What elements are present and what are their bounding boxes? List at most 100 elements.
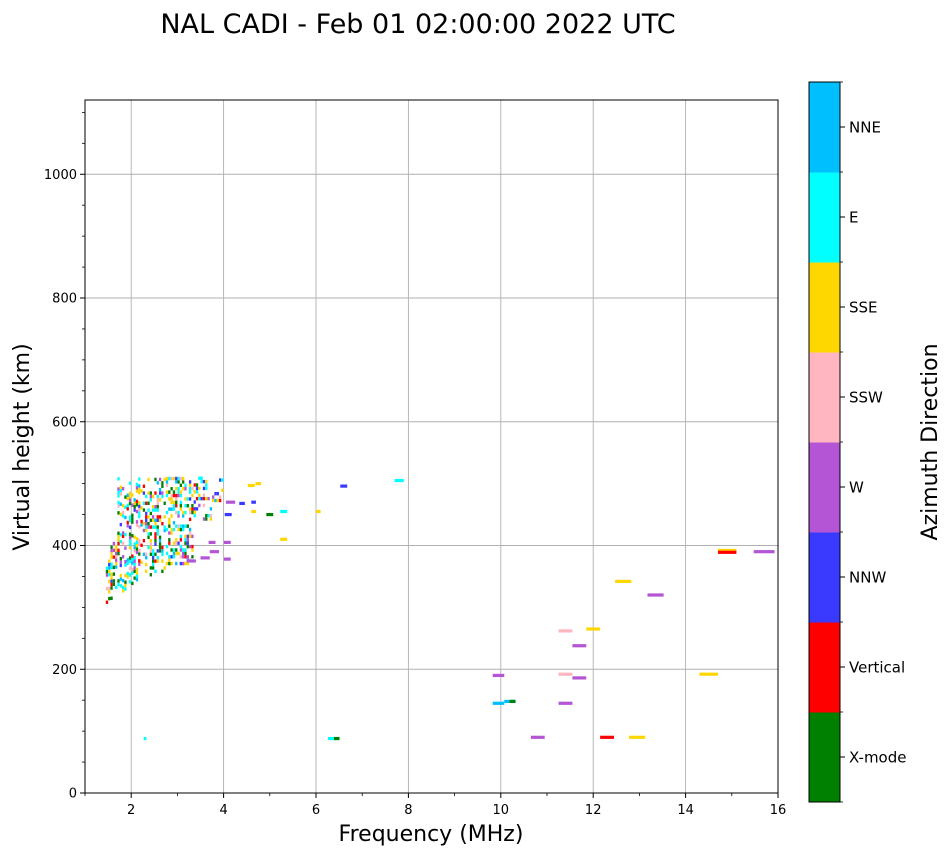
- echo-cell: [188, 497, 192, 501]
- echo-cell: [161, 521, 164, 526]
- echo-cell: [168, 538, 171, 542]
- echo-trace: [647, 593, 664, 597]
- echo-cell: [156, 504, 159, 509]
- echo-cell: [112, 565, 116, 570]
- echo-cell: [186, 534, 189, 539]
- echo-cell: [151, 508, 155, 512]
- echo-cell: [121, 555, 125, 559]
- echo-cell: [182, 524, 185, 528]
- echo-trace: [572, 644, 587, 648]
- echo-cell: [193, 483, 196, 487]
- echo-cell: [119, 577, 122, 581]
- echo-cell: [149, 525, 152, 529]
- echo-trace: [340, 484, 348, 488]
- echo-cell: [119, 488, 122, 493]
- echo-trace: [223, 540, 231, 545]
- echo-cell: [151, 504, 155, 509]
- echo-cell: [191, 493, 194, 498]
- echo-cell: [133, 559, 136, 563]
- echo-cell: [149, 532, 152, 536]
- echo-cell: [131, 568, 134, 572]
- echo-cell: [172, 504, 176, 508]
- echo-cell: [172, 521, 176, 525]
- echo-cell: [212, 495, 215, 499]
- echo-cell: [193, 490, 196, 494]
- echo-trace: [558, 629, 573, 633]
- echo-cell: [158, 542, 162, 546]
- echo-trace: [224, 512, 232, 517]
- echo-trace: [225, 500, 236, 504]
- echo-cell: [154, 569, 157, 574]
- echo-cell: [168, 561, 171, 566]
- echo-cell: [193, 513, 196, 518]
- echo-cell: [188, 544, 192, 549]
- echo-cell: [202, 493, 206, 497]
- echo-cell: [145, 494, 148, 499]
- echo-cell: [145, 515, 148, 519]
- echo-cell: [131, 561, 134, 565]
- echo-cell: [165, 493, 169, 498]
- x-axis-ticks: 2 4 6 8 10 12 14 16: [84, 793, 786, 818]
- echo-cell: [188, 534, 192, 539]
- x-tick-label: 8: [404, 803, 412, 818]
- echo-cell: [177, 541, 180, 545]
- echo-cell: [140, 560, 143, 565]
- echo-cell: [205, 486, 208, 491]
- echo-cell: [151, 566, 155, 570]
- echo-cell: [184, 541, 187, 545]
- echo-cell: [126, 496, 129, 501]
- echo-cell: [121, 534, 125, 539]
- echo-cell: [205, 517, 208, 521]
- echo-cell: [147, 477, 150, 482]
- echo-cell: [205, 513, 208, 518]
- echo-cell: [154, 477, 157, 482]
- echo-cell: [179, 483, 183, 488]
- echo-cell: [119, 584, 122, 588]
- echo-cell: [133, 566, 136, 570]
- x-tick-label: 10: [493, 803, 510, 818]
- echo-cell: [205, 479, 208, 484]
- echo-cell: [128, 501, 132, 506]
- echo-cell: [151, 556, 155, 560]
- echo-cell: [133, 576, 136, 580]
- echo-cell: [212, 498, 215, 503]
- echo-cell: [128, 481, 132, 485]
- echo-cell: [175, 551, 178, 556]
- echo-cell: [170, 548, 173, 552]
- colorbar-label: Azimuth Direction: [918, 343, 943, 540]
- echo-cell: [149, 498, 152, 502]
- echo-cell: [119, 563, 122, 568]
- echo-cell: [128, 559, 132, 564]
- echo-cell: [195, 490, 199, 494]
- echo-cell: [142, 501, 146, 505]
- echo-cell: [170, 555, 173, 559]
- echo-cell: [198, 486, 201, 491]
- echo-cell: [124, 515, 127, 520]
- echo-cell: [147, 491, 150, 495]
- echo-cell: [156, 528, 159, 533]
- echo-cell: [191, 504, 194, 508]
- echo-cell: [124, 580, 127, 584]
- echo-cell: [128, 515, 132, 519]
- echo-cell: [128, 495, 132, 499]
- echo-trace: [717, 550, 737, 554]
- echo-cell: [121, 487, 125, 491]
- echo-cell: [158, 491, 162, 495]
- echo-cell: [156, 501, 159, 505]
- echo-cell: [124, 532, 127, 537]
- echo-cell: [207, 496, 210, 501]
- echo-cell: [184, 524, 187, 528]
- echo-cell: [177, 480, 180, 484]
- echo-cell: [151, 549, 155, 553]
- echo-cell: [175, 548, 178, 552]
- echo-cell: [135, 489, 139, 493]
- echo-cell: [133, 501, 136, 505]
- echo-cell: [158, 498, 162, 502]
- echo-cell: [156, 556, 159, 560]
- echo-cell: [124, 505, 127, 509]
- echo-cell: [177, 490, 180, 494]
- echo-cell: [108, 569, 111, 574]
- echo-cell: [145, 511, 148, 516]
- echo-cell: [165, 483, 169, 488]
- echo-cell: [161, 552, 164, 557]
